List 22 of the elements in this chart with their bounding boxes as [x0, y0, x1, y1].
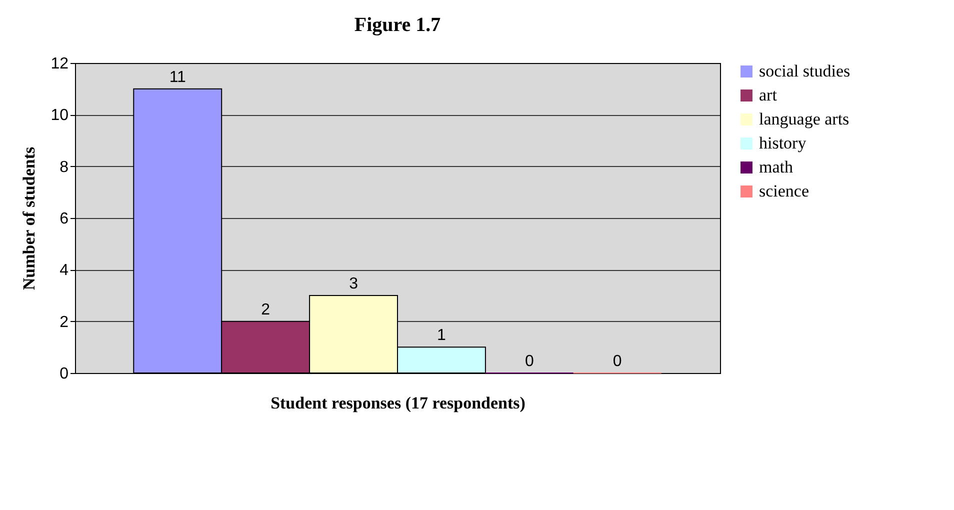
data-label: 1 — [437, 327, 446, 344]
data-label: 0 — [612, 353, 622, 370]
y-tick-label: 0 — [60, 366, 69, 382]
data-label: 3 — [349, 276, 358, 292]
legend-label: history — [759, 134, 807, 152]
y-tick-label: 12 — [50, 56, 69, 72]
y-tick-label: 10 — [50, 107, 69, 124]
data-label: 0 — [524, 353, 534, 370]
legend-label: social studies — [759, 62, 850, 80]
data-label: 11 — [169, 68, 186, 86]
chart-title: Figure 1.7 — [354, 14, 441, 36]
y-axis-title: Number of students — [20, 146, 39, 290]
legend-label: art — [759, 86, 778, 104]
y-tick-label: 2 — [60, 314, 69, 331]
legend-label: language arts — [759, 110, 850, 128]
y-tick-label: 4 — [60, 262, 69, 280]
legend-label: math — [759, 158, 794, 176]
y-tick-label: 6 — [60, 210, 69, 228]
data-label: 2 — [261, 301, 270, 318]
legend-label: science — [759, 182, 810, 200]
y-tick-label: 8 — [60, 158, 69, 176]
x-axis-title: Student responses (17 respondents) — [270, 394, 526, 412]
